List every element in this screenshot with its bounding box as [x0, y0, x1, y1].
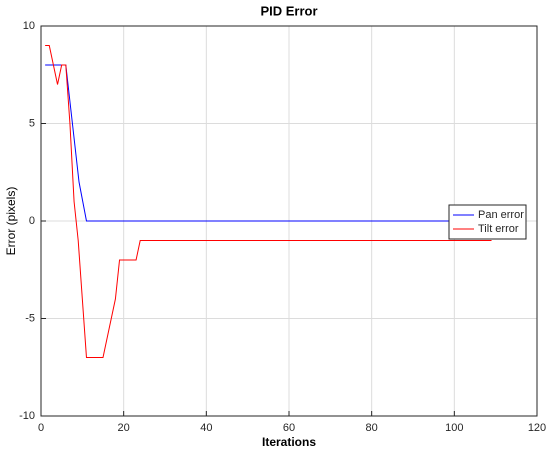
legend-label: Pan error: [478, 209, 524, 221]
x-tick-label: 80: [366, 422, 378, 434]
y-tick-label: 5: [29, 117, 35, 129]
x-tick-label: 120: [528, 422, 546, 434]
y-tick-label: -10: [19, 410, 35, 422]
chart-title: PID Error: [260, 3, 317, 18]
x-tick-label: 60: [283, 422, 295, 434]
axes-box: [40, 25, 538, 417]
x-tick-label: 100: [445, 422, 463, 434]
legend-box: [448, 204, 527, 240]
x-tick-label: 40: [200, 422, 212, 434]
line-series: [45, 45, 492, 358]
y-axis-label: Error (pixels): [4, 187, 18, 256]
y-tick-label: -5: [25, 312, 35, 324]
x-tick-label: 0: [38, 422, 44, 434]
y-tick-label: 10: [23, 20, 35, 32]
legend-label: Tilt error: [478, 223, 519, 235]
x-tick-label: 20: [118, 422, 130, 434]
y-tick-label: 0: [29, 215, 35, 227]
line-series: [45, 64, 492, 222]
x-axis-label: Iterations: [262, 435, 316, 449]
